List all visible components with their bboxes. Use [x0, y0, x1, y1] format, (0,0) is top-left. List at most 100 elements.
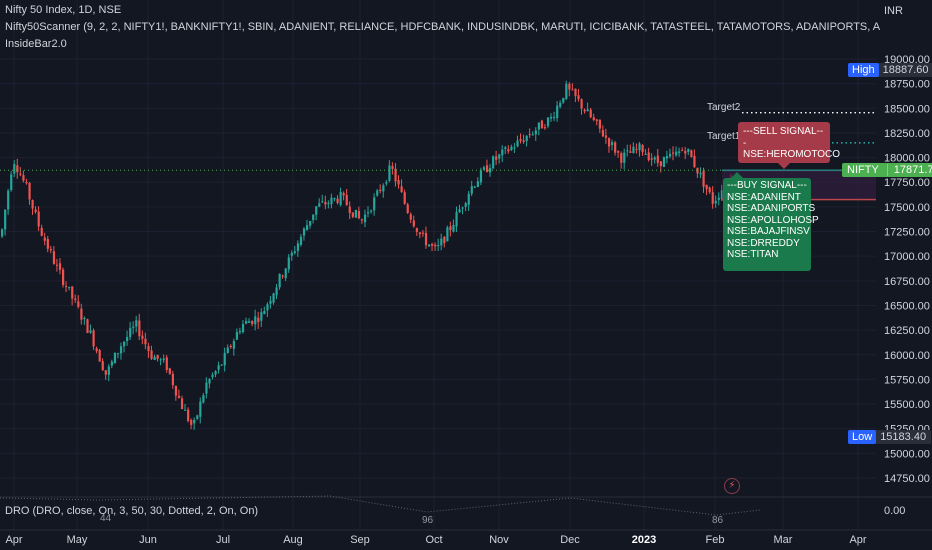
- candle-up: [473, 186, 476, 188]
- time-tick-label: Apr: [5, 534, 22, 546]
- candle-up: [717, 197, 720, 200]
- candle-down: [708, 187, 711, 193]
- buy-signal-item: NSE:ADANIPORTS: [727, 203, 816, 214]
- price-tick-label: 18500.00: [884, 103, 930, 115]
- candle-down: [568, 83, 571, 90]
- currency-label: INR: [884, 5, 903, 17]
- candle-down: [28, 182, 31, 200]
- candle-up: [193, 419, 196, 424]
- candle-up: [562, 97, 565, 103]
- candle-down: [37, 211, 40, 227]
- price-tick-label: 18250.00: [884, 128, 930, 140]
- candle-up: [10, 174, 13, 191]
- candle-up: [123, 341, 126, 347]
- candle-down: [485, 165, 489, 173]
- candle-up: [370, 210, 373, 212]
- candle-down: [424, 232, 428, 246]
- price-tick-label: 18750.00: [884, 79, 930, 91]
- candle-down: [702, 171, 705, 187]
- candle-down: [281, 275, 284, 277]
- candle-down: [348, 206, 351, 214]
- symbol-legend[interactable]: Nifty 50 Index, 1D, NSE: [5, 4, 122, 16]
- candle-down: [65, 286, 68, 288]
- candle-down: [629, 151, 632, 153]
- candle-up: [306, 225, 309, 231]
- candle-down: [101, 361, 104, 371]
- candle-down: [229, 345, 232, 348]
- candle-up: [531, 134, 534, 136]
- scanner-legend[interactable]: Nifty50Scanner (9, 2, 2, NIFTY1!, BANKNI…: [5, 21, 881, 33]
- sell-signal-box: ---SELL SIGNAL--- NSE:HEROMOTOCO: [738, 122, 840, 169]
- dro-legend[interactable]: DRO (DRO, close, On, 3, 50, 30, Dotted, …: [5, 505, 259, 517]
- candle-up: [290, 252, 293, 256]
- candle-up: [333, 198, 336, 200]
- candle-down: [421, 232, 425, 234]
- candle-up: [199, 401, 202, 417]
- candle-down: [62, 269, 65, 285]
- candle-up: [287, 257, 290, 270]
- candle-down: [656, 155, 659, 163]
- candle-down: [620, 153, 623, 163]
- candle-down: [434, 244, 437, 247]
- candle-down: [98, 350, 101, 362]
- candle-down: [31, 200, 34, 209]
- candle-up: [482, 167, 486, 170]
- candle-down: [693, 155, 696, 167]
- candle-up: [470, 186, 473, 194]
- candle-up: [644, 153, 647, 155]
- candle-down: [650, 158, 653, 160]
- time-tick-label: May: [67, 534, 88, 546]
- candle-up: [275, 287, 278, 296]
- candle-up: [4, 209, 7, 230]
- candle-down: [138, 320, 141, 337]
- buy-signal-item: NSE:APOLLOHOSP: [727, 214, 819, 226]
- candle-up: [302, 228, 306, 236]
- candle-up: [479, 170, 483, 183]
- candle-down: [519, 138, 522, 141]
- candle-up: [626, 150, 629, 152]
- flash-icon[interactable]: ⚡: [724, 478, 740, 494]
- candle-up: [461, 207, 464, 209]
- buy-signal-box: ---BUY SIGNAL--- NSE:ADANIENT NSE:ADANIP…: [723, 172, 819, 271]
- candle-down: [400, 186, 403, 193]
- candle-up: [553, 117, 556, 119]
- candle-up: [126, 336, 129, 342]
- candle-up: [565, 83, 568, 99]
- candle-down: [22, 175, 25, 181]
- candle-down: [431, 243, 434, 246]
- candle-up: [254, 316, 257, 325]
- candle-down: [251, 320, 254, 325]
- candle-up: [68, 286, 71, 288]
- candle-up: [525, 135, 528, 142]
- candle-up: [296, 243, 300, 251]
- candle-down: [394, 168, 397, 182]
- candle-up: [546, 117, 550, 127]
- candle-down: [357, 210, 361, 219]
- candle-up: [498, 154, 501, 159]
- candle-up: [446, 227, 449, 242]
- candle-up: [665, 156, 669, 159]
- candle-down: [177, 395, 181, 398]
- high-label: High: [848, 63, 879, 77]
- candle-down: [19, 173, 22, 175]
- candle-up: [211, 374, 214, 378]
- candle-up: [714, 200, 717, 204]
- candle-down: [144, 338, 147, 345]
- last-price-tag: NIFTY 17871.70: [842, 163, 932, 177]
- candle-up: [217, 365, 220, 370]
- candle-down: [345, 194, 348, 206]
- candle-down: [403, 192, 406, 204]
- candle-down: [528, 134, 531, 136]
- time-tick-label: Sep: [350, 534, 370, 546]
- candle-up: [458, 209, 461, 213]
- low-price-tag: Low 15183.40: [848, 430, 932, 444]
- buy-signal-item: NSE:ADANIENT: [727, 191, 801, 203]
- insidebar-legend[interactable]: InsideBar2.0: [5, 38, 67, 50]
- candle-up: [376, 190, 379, 196]
- dro-number: 44: [100, 513, 112, 524]
- time-tick-label: Mar: [774, 534, 793, 546]
- candle-down: [617, 151, 620, 153]
- price-tick-label: 16750.00: [884, 276, 930, 288]
- candle-up: [238, 331, 242, 333]
